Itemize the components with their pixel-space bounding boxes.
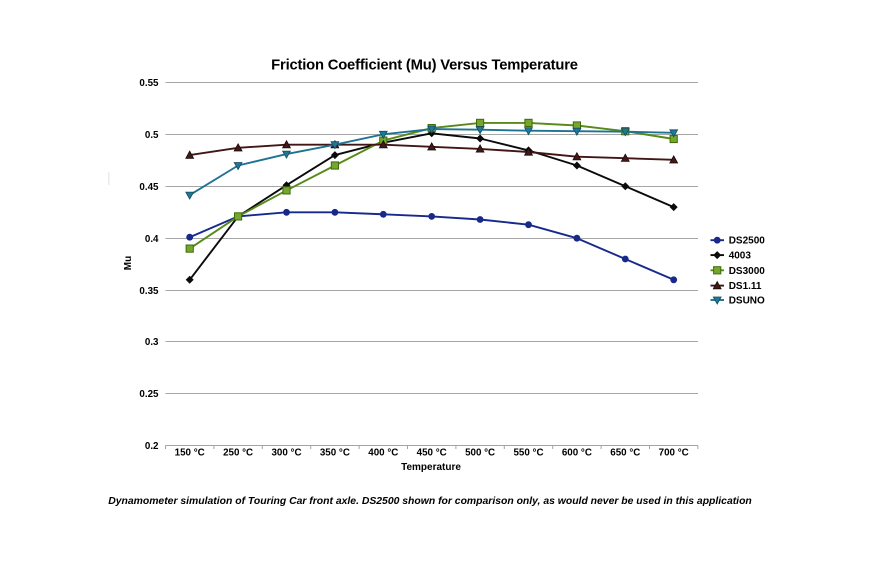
svg-text:DS1.11: DS1.11	[729, 281, 762, 292]
svg-text:0.3: 0.3	[145, 337, 159, 348]
svg-text:500 °C: 500 °C	[465, 447, 495, 458]
svg-text:350 °C: 350 °C	[320, 447, 350, 458]
svg-text:400 °C: 400 °C	[368, 447, 398, 458]
svg-text:250 °C: 250 °C	[223, 447, 253, 458]
svg-text:DS2500: DS2500	[729, 236, 766, 247]
svg-text:4003: 4003	[729, 251, 752, 262]
svg-text:700 °C: 700 °C	[659, 447, 689, 458]
svg-text:150 °C: 150 °C	[175, 447, 205, 458]
svg-text:300 °C: 300 °C	[271, 447, 301, 458]
svg-text:0.4: 0.4	[145, 234, 159, 245]
svg-text:450 °C: 450 °C	[417, 447, 447, 458]
svg-text:0.25: 0.25	[139, 389, 159, 400]
svg-text:Mu: Mu	[123, 256, 134, 270]
svg-text:600 °C: 600 °C	[562, 447, 592, 458]
svg-text:0.55: 0.55	[139, 78, 159, 89]
svg-text:DS3000: DS3000	[729, 266, 766, 277]
svg-text:550 °C: 550 °C	[513, 447, 543, 458]
svg-text:Friction Coefficient (Mu) Vers: Friction Coefficient (Mu) Versus Tempera…	[271, 58, 578, 74]
svg-text:0.2: 0.2	[145, 441, 159, 452]
svg-text:0.45: 0.45	[139, 182, 159, 193]
svg-text:DSUNO: DSUNO	[729, 296, 765, 307]
svg-text:0.5: 0.5	[145, 130, 159, 141]
svg-text:Dynamometer simulation of Tour: Dynamometer simulation of Touring Car fr…	[108, 496, 752, 507]
svg-text:Temperature: Temperature	[401, 462, 461, 473]
svg-text:650 °C: 650 °C	[610, 447, 640, 458]
svg-text:0.35: 0.35	[139, 286, 159, 297]
